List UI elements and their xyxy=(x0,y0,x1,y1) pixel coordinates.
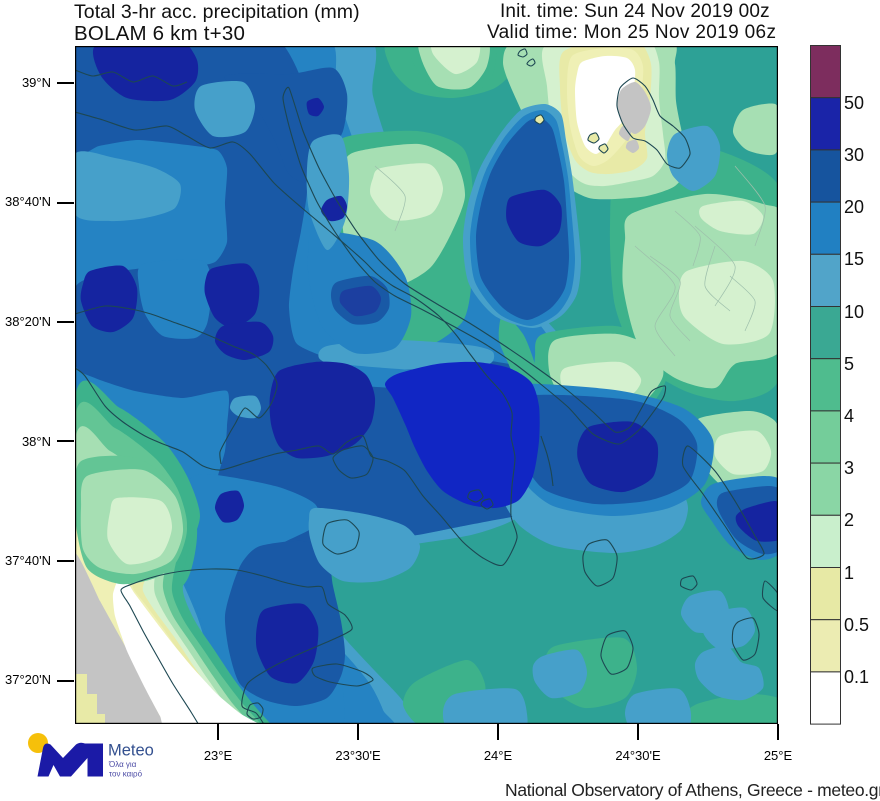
svg-text:Meteo: Meteo xyxy=(108,742,154,760)
svg-text:Όλα για: Όλα για xyxy=(108,760,137,769)
svg-text:τον καιρό: τον καιρό xyxy=(109,770,143,779)
